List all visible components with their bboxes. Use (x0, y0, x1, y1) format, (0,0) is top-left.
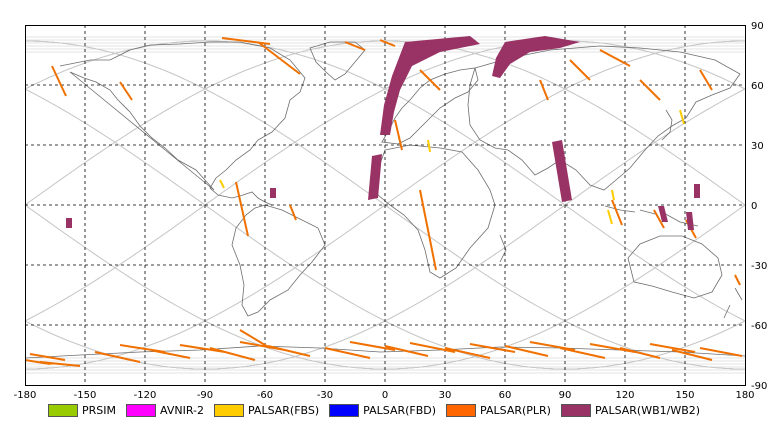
legend: PRSIM AVNIR-2 PALSAR(FBS) PALSAR(FBD) PALSAR… (48, 402, 710, 418)
legend-item: PALSAR(WB1/WB2) (560, 403, 701, 417)
latitude-tick-label: 30 (751, 141, 764, 152)
legend-swatch (446, 403, 477, 417)
longitude-labels: -180 -150 -120 -90 -60 -30 0 30 60 90 120 150 180 (14, 390, 755, 401)
palsar-fbs-swaths (219, 109, 685, 225)
longitude-tick-label: 120 (615, 390, 634, 401)
legend-label: PRSIM (82, 403, 116, 417)
longitude-tick-label: -90 (197, 390, 213, 401)
longitude-tick-label: -120 (134, 390, 157, 401)
palsar-wb-swaths (66, 36, 700, 230)
legend-item: PALSAR(FBD) (329, 403, 437, 417)
legend-swatch (329, 403, 360, 417)
legend-swatch (126, 403, 156, 417)
latitude-labels: 90 60 30 0 -30 -60 -90 (751, 21, 767, 392)
longitude-tick-label: 90 (559, 390, 572, 401)
legend-label: PALSAR(WB1/WB2) (594, 403, 701, 417)
latitude-tick-label: 90 (751, 21, 764, 32)
longitude-tick-label: -60 (257, 390, 273, 401)
legend-item: PALSAR(PLR) (446, 403, 551, 417)
longitude-tick-label: 30 (439, 390, 452, 401)
longitude-tick-label: 60 (499, 390, 512, 401)
legend-item: PRSIM (48, 403, 116, 417)
palsar-plr-swaths (24, 37, 743, 367)
latitude-tick-label: 60 (751, 81, 764, 92)
longitude-tick-label: -180 (14, 390, 37, 401)
longitude-tick-label: 180 (735, 390, 754, 401)
latitude-tick-label: -60 (751, 321, 767, 332)
latitude-tick-label: -30 (751, 261, 767, 272)
legend-label: PALSAR(PLR) (480, 403, 551, 417)
legend-label: PALSAR(FBD) (363, 403, 437, 417)
legend-swatch (48, 403, 78, 417)
longitude-tick-label: 0 (382, 390, 388, 401)
legend-item: PALSAR(FBS) (213, 403, 320, 417)
longitude-tick-label: -150 (74, 390, 97, 401)
legend-item: AVNIR-2 (126, 403, 204, 417)
legend-label: AVNIR-2 (160, 403, 204, 417)
latitude-tick-label: -90 (751, 381, 767, 392)
map-frame (25, 25, 746, 386)
legend-swatch (213, 403, 244, 417)
longitude-tick-label: 150 (675, 390, 694, 401)
latitude-tick-label: 0 (751, 201, 757, 212)
longitude-tick-label: -30 (317, 390, 333, 401)
graticule (25, 25, 745, 385)
legend-swatch (560, 403, 591, 417)
legend-label: PALSAR(FBS) (247, 403, 320, 417)
